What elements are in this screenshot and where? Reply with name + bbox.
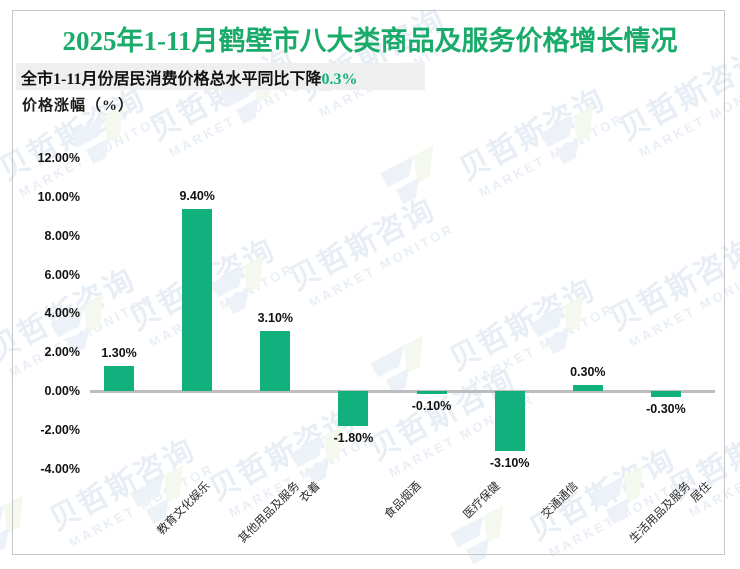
zero-axis-line <box>90 390 715 393</box>
bar <box>104 365 135 391</box>
watermark-cn: 贝哲斯咨询 <box>524 442 681 548</box>
x-axis-category-label: 医疗保健 <box>461 480 503 522</box>
subtitle-highlight-value: 0.3% <box>321 71 358 88</box>
watermark-cn: 贝哲斯咨询 <box>44 432 201 538</box>
bar-value-label: 9.40% <box>179 188 215 203</box>
watermark-en: MARKET MONITOR <box>466 300 617 391</box>
watermark-cn: 贝哲斯咨询 <box>454 82 611 188</box>
y-axis-tick-label: 2.00% <box>44 345 80 360</box>
watermark-logo-icon <box>202 238 292 321</box>
y-axis-tick-label: -2.00% <box>40 422 80 437</box>
bar <box>650 391 681 397</box>
bar-value-label: 3.10% <box>257 310 294 325</box>
bar-value-label: 1.30% <box>101 345 137 360</box>
y-axis-tick-label: 8.00% <box>44 228 80 243</box>
x-axis-category-label: 居住 <box>688 480 714 505</box>
watermark-en: MARKET MONITOR <box>146 260 297 351</box>
x-axis-category-label: 生活用品及服务 <box>627 480 693 546</box>
y-axis-caption: 价格涨幅（%） <box>22 98 135 114</box>
bar <box>494 391 525 452</box>
y-axis-tick-label: 6.00% <box>44 267 80 282</box>
watermark-cn: 贝哲斯咨询 <box>444 272 601 378</box>
x-axis-category-label: 衣着 <box>298 480 323 505</box>
watermark-cn: 贝哲斯咨询 <box>364 362 521 468</box>
page-frame <box>12 10 725 555</box>
watermark-en: MARKET MONITOR <box>386 390 537 481</box>
bar-value-label: -0.10% <box>411 399 452 413</box>
watermark-en: MARKET MONITOR <box>626 260 740 351</box>
watermark-en: MARKET MONITOR <box>6 290 157 381</box>
watermark-cn: 贝哲斯咨询 <box>204 402 361 508</box>
bar-value-label: -1.80% <box>333 430 374 445</box>
bar <box>260 330 291 391</box>
watermark-logo-icon <box>362 318 452 401</box>
watermark-cn: 贝哲斯咨询 <box>604 232 740 338</box>
x-axis-category-label: 其他用品及服务 <box>236 480 303 546</box>
watermark-logo-icon <box>0 128 2 211</box>
subtitle-band <box>16 63 425 90</box>
y-axis-tick-label: 12.00% <box>37 151 80 166</box>
bar-value-label: 0.30% <box>570 365 606 380</box>
watermark-logo-icon <box>532 88 622 171</box>
page-title: 2025年1-11月鹤壁市八大类商品及服务价格增长情况 <box>62 26 678 56</box>
watermark-en: MARKET MONITOR <box>16 110 167 201</box>
watermark-cn: 贝哲斯咨询 <box>124 232 281 338</box>
subtitle-text: 全市1-11月份居民消费价格总水平同比下降 <box>21 71 322 88</box>
x-axis-category-label: 食品烟酒 <box>383 480 425 522</box>
watermark-logo-icon <box>522 278 612 361</box>
watermark-en: MARKET MONITOR <box>546 470 697 561</box>
watermark-en: MARKET MONITOR <box>226 430 377 521</box>
y-axis-tick-label: 10.00% <box>37 190 80 204</box>
x-axis-category-label: 教育文化娱乐 <box>155 480 213 538</box>
bar-value-label: -3.10% <box>489 456 530 471</box>
bar-value-label: -0.30% <box>646 401 686 416</box>
y-axis-tick-label: 4.00% <box>44 306 80 321</box>
y-axis-tick-label: -4.00% <box>40 461 80 476</box>
watermark-en: MARKET MONITOR <box>686 431 740 521</box>
watermark-logo-icon <box>372 128 462 211</box>
subtitle: 全市1-11月份居民消费价格总水平同比下降0.3% <box>21 65 357 89</box>
y-axis-tick-label: 0.00% <box>44 384 80 398</box>
watermark-logo-icon <box>42 278 132 361</box>
watermark-logo-icon <box>122 448 212 531</box>
watermark-en: MARKET MONITOR <box>66 460 217 551</box>
bar <box>416 391 447 394</box>
watermark-en: MARKET MONITOR <box>306 220 457 311</box>
watermark-logo-icon <box>582 448 672 531</box>
bar <box>572 385 603 391</box>
bar <box>338 391 369 426</box>
watermark-cn: 贝哲斯咨询 <box>284 192 441 298</box>
bar <box>182 208 213 391</box>
watermark-en: MARKET MONITOR <box>476 110 627 201</box>
watermark-cn: 贝哲斯咨询 <box>0 262 141 368</box>
watermark-cn: 贝哲斯咨询 <box>664 402 740 508</box>
x-axis-category-label: 交通通信 <box>539 480 581 522</box>
watermark-logo-icon <box>442 488 532 569</box>
watermark-logo-icon <box>282 408 372 491</box>
watermark-logo-icon <box>0 478 52 561</box>
watermark-en: MARKET MONITOR <box>636 70 740 161</box>
